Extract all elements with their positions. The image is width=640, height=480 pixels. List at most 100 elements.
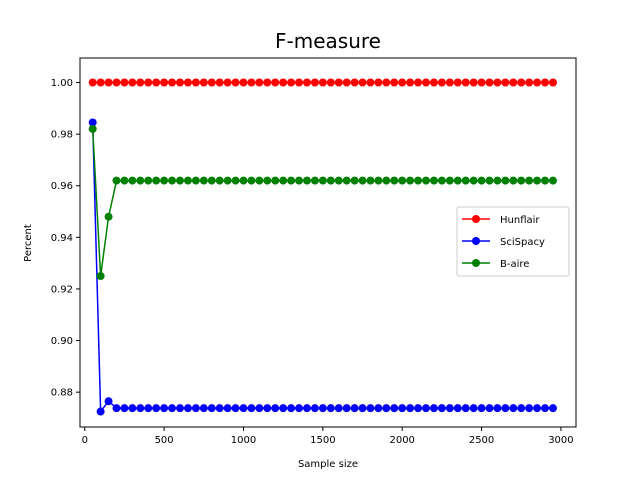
data-point: [406, 404, 415, 413]
data-point: [374, 176, 383, 185]
data-point: [152, 176, 161, 185]
data-point: [191, 404, 200, 413]
data-point: [358, 78, 367, 87]
data-point: [406, 176, 415, 185]
data-point: [223, 176, 232, 185]
data-point: [175, 78, 184, 87]
data-point: [144, 78, 153, 87]
data-point: [128, 176, 137, 185]
data-point: [469, 78, 478, 87]
legend-label: Hunflair: [500, 215, 540, 226]
y-tick-label: 1.00: [51, 78, 73, 89]
data-point: [469, 404, 478, 413]
data-point: [302, 176, 311, 185]
data-point: [96, 78, 105, 87]
data-point: [231, 78, 240, 87]
series-b-aire: [88, 124, 557, 281]
data-point: [334, 176, 343, 185]
data-point: [144, 176, 153, 185]
data-point: [287, 404, 296, 413]
data-point: [334, 404, 343, 413]
data-point: [453, 404, 462, 413]
data-point: [112, 404, 121, 413]
data-point: [168, 404, 177, 413]
data-point: [231, 404, 240, 413]
data-point: [374, 78, 383, 87]
data-point: [422, 78, 431, 87]
data-point: [342, 404, 351, 413]
data-point: [310, 78, 319, 87]
data-point: [96, 272, 105, 281]
data-point: [144, 404, 153, 413]
data-point: [334, 78, 343, 87]
data-point: [255, 78, 264, 87]
data-point: [223, 78, 232, 87]
data-point: [509, 78, 518, 87]
legend-marker: [472, 259, 480, 267]
data-point: [414, 176, 423, 185]
x-tick-label: 3000: [548, 435, 573, 446]
data-point: [120, 404, 129, 413]
data-point: [88, 124, 97, 133]
data-point: [366, 78, 375, 87]
data-point: [199, 78, 208, 87]
data-point: [295, 404, 304, 413]
legend-label: B-aire: [500, 259, 529, 270]
data-point: [445, 78, 454, 87]
y-tick-label: 0.94: [51, 233, 73, 244]
data-point: [541, 176, 550, 185]
data-point: [437, 78, 446, 87]
legend-marker: [472, 237, 480, 245]
data-point: [199, 176, 208, 185]
data-point: [461, 176, 470, 185]
data-point: [350, 176, 359, 185]
data-point: [422, 176, 431, 185]
data-point: [326, 78, 335, 87]
data-point: [517, 404, 526, 413]
data-point: [350, 78, 359, 87]
data-point: [429, 78, 438, 87]
data-point: [271, 404, 280, 413]
data-point: [302, 78, 311, 87]
data-point: [509, 176, 518, 185]
data-point: [493, 78, 502, 87]
data-point: [175, 176, 184, 185]
data-point: [390, 404, 399, 413]
data-point: [398, 176, 407, 185]
data-point: [239, 78, 248, 87]
data-point: [88, 78, 97, 87]
legend: Hunflair SciSpacy B-aire: [456, 206, 570, 277]
data-point: [168, 176, 177, 185]
data-point: [295, 176, 304, 185]
data-point: [199, 404, 208, 413]
chart-title: F-measure: [275, 29, 381, 53]
data-point: [136, 176, 145, 185]
data-point: [255, 176, 264, 185]
data-point: [287, 78, 296, 87]
y-tick-label: 0.98: [51, 130, 73, 141]
data-point: [96, 407, 105, 416]
data-point: [525, 404, 534, 413]
data-point: [326, 404, 335, 413]
x-tick-label: 1500: [310, 435, 335, 446]
x-tick-label: 0: [82, 435, 88, 446]
data-point: [310, 176, 319, 185]
data-point: [453, 176, 462, 185]
series-hunflair: [88, 78, 557, 87]
data-point: [398, 78, 407, 87]
data-point: [207, 78, 216, 87]
data-point: [517, 176, 526, 185]
x-tick-label: 1000: [231, 435, 256, 446]
data-point: [326, 176, 335, 185]
data-point: [525, 176, 534, 185]
data-point: [477, 404, 486, 413]
plot-area: [88, 78, 557, 416]
data-point: [398, 404, 407, 413]
data-point: [191, 78, 200, 87]
data-point: [104, 78, 113, 87]
data-point: [437, 176, 446, 185]
data-point: [263, 176, 272, 185]
x-axis: 0 500 1000 1500 2000 2500 3000: [82, 427, 574, 446]
x-tick-label: 2000: [389, 435, 414, 446]
